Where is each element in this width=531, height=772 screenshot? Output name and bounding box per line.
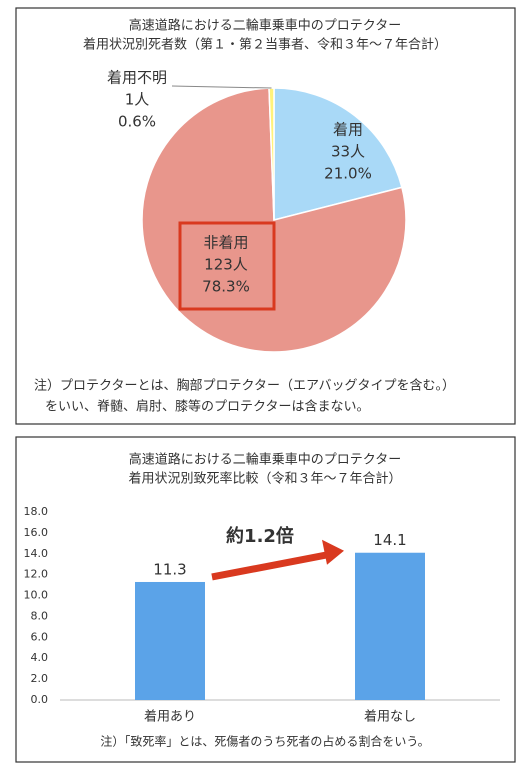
- pie-slice: [141, 87, 407, 353]
- y-tick-label: 6.0: [31, 630, 49, 643]
- chart-title: 着用状況別致死率比較（令和３年～７年合計）: [128, 471, 401, 487]
- chart-title: 高速道路における二輪車乗車中のプロテクター: [129, 18, 401, 34]
- note: 注）プロテクターとは、胸部プロテクター（エアバッグタイプを含む。）: [34, 378, 455, 394]
- value-label: 14.1: [373, 531, 406, 549]
- slice-label: 非着用: [203, 234, 248, 252]
- bar: [355, 552, 425, 700]
- count-label: 33人: [331, 143, 365, 161]
- count-label: 1人: [125, 91, 150, 109]
- note: 注）「致死率」とは、死傷者のうち死者の占める割合をいう。: [100, 734, 429, 749]
- y-tick-label: 4.0: [31, 651, 49, 664]
- value-label: 21.0%: [324, 165, 372, 183]
- value-label: 0.6%: [118, 113, 156, 131]
- value-label: 11.3: [153, 560, 186, 578]
- y-tick-label: 8.0: [31, 609, 49, 622]
- slice-label: 着用不明: [107, 69, 167, 87]
- y-tick-label: 14.0: [24, 547, 49, 560]
- y-tick-label: 16.0: [24, 526, 49, 539]
- note: をいい、脊髄、肩肘、膝等のプロテクターは含まない。: [45, 399, 369, 415]
- pie-slice: [273, 87, 403, 221]
- y-tick-label: 2.0: [31, 672, 49, 685]
- chart-title: 高速道路における二輪車乗車中のプロテクター: [129, 452, 401, 468]
- value-label: 78.3%: [202, 278, 250, 296]
- bar-frame: [15, 436, 516, 763]
- y-tick-label: 18.0: [24, 505, 49, 518]
- slice-label: 着用: [333, 121, 363, 139]
- y-tick-label: 10.0: [24, 589, 49, 602]
- x-tick-label: 着用なし: [364, 709, 416, 725]
- highlight-box: [178, 221, 276, 311]
- bar: [135, 581, 205, 700]
- leader-line: [171, 85, 272, 89]
- count-label: 123人: [204, 256, 248, 274]
- y-tick-label: 0.0: [31, 693, 49, 706]
- chart-title: 着用状況別死者数（第１・第２当事者、令和３年～７年合計）: [83, 37, 447, 53]
- arrow: [211, 551, 329, 581]
- arrow-head: [322, 539, 344, 565]
- annotation: 約1.2倍: [226, 525, 294, 547]
- y-tick-label: 12.0: [24, 568, 49, 581]
- x-tick-label: 着用あり: [144, 709, 196, 725]
